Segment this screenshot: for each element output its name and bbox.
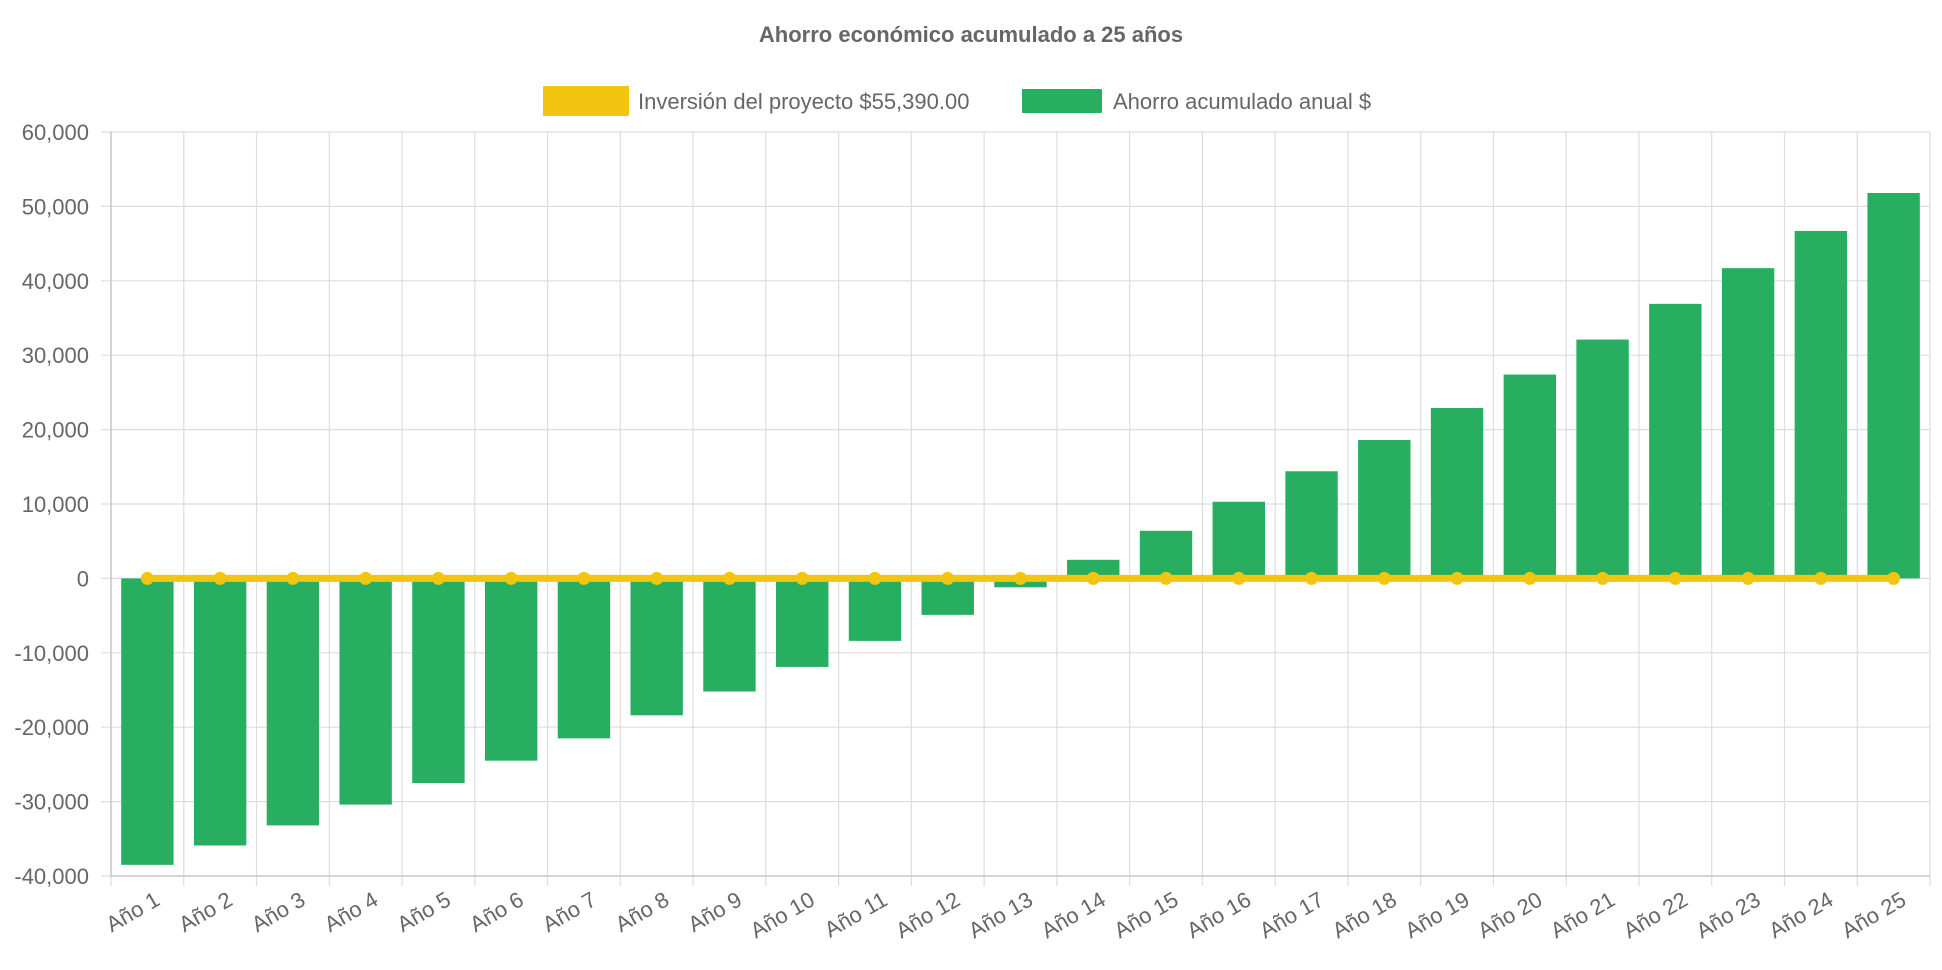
y-tick-label: 40,000 xyxy=(22,269,89,294)
investment-point-19[interactable] xyxy=(1450,571,1464,585)
savings-bar-17[interactable] xyxy=(1285,471,1338,579)
y-tick-label: 20,000 xyxy=(22,418,89,443)
investment-point-9[interactable] xyxy=(722,571,736,585)
investment-point-20[interactable] xyxy=(1523,571,1537,585)
x-tick-label: Año 18 xyxy=(1328,887,1401,944)
y-tick-label: 10,000 xyxy=(22,492,89,517)
savings-bar-14[interactable] xyxy=(1067,559,1120,579)
y-tick-label: -40,000 xyxy=(14,864,89,889)
chart-legend: Inversión del proyecto $55,390.00 Ahorro… xyxy=(543,86,1371,116)
savings-bar-24[interactable] xyxy=(1794,230,1848,579)
x-tick-label: Año 7 xyxy=(538,887,600,937)
x-tick-label: Año 6 xyxy=(465,887,527,937)
legend-swatch-investment[interactable] xyxy=(543,86,629,116)
savings-bar-19[interactable] xyxy=(1430,408,1484,579)
savings-bar-25[interactable] xyxy=(1867,193,1920,579)
y-tick-label: -10,000 xyxy=(14,641,89,666)
savings-bar-3[interactable] xyxy=(266,578,320,826)
x-tick-label: Año 8 xyxy=(611,887,673,937)
investment-point-12[interactable] xyxy=(941,571,955,585)
savings-bar-18[interactable] xyxy=(1358,440,1411,579)
investment-point-5[interactable] xyxy=(431,571,445,585)
savings-bar-23[interactable] xyxy=(1721,268,1775,579)
legend-label-investment[interactable]: Inversión del proyecto $55,390.00 xyxy=(638,89,969,114)
x-tick-label: Año 3 xyxy=(247,887,309,937)
x-tick-label: Año 22 xyxy=(1619,887,1692,944)
savings-bar-4[interactable] xyxy=(339,578,392,805)
chart-title: Ahorro económico acumulado a 25 años xyxy=(759,22,1183,47)
savings-bar-2[interactable] xyxy=(193,578,247,846)
savings-bar-9[interactable] xyxy=(703,578,756,692)
x-tick-label: Año 20 xyxy=(1473,887,1546,944)
investment-point-1[interactable] xyxy=(140,571,154,585)
investment-point-22[interactable] xyxy=(1668,571,1682,585)
x-tick-label: Año 16 xyxy=(1182,887,1255,944)
savings-bar-8[interactable] xyxy=(630,578,683,716)
investment-point-14[interactable] xyxy=(1086,571,1100,585)
investment-point-21[interactable] xyxy=(1596,571,1610,585)
savings-bar-21[interactable] xyxy=(1576,339,1629,579)
investment-point-18[interactable] xyxy=(1377,571,1391,585)
y-tick-label: -30,000 xyxy=(14,790,89,815)
axes xyxy=(110,132,1930,877)
x-axis-tick-labels: Año 1 Año 2 Año 3 Año 4 Año 5 Año 6 Año 7 Año 8… xyxy=(102,887,1911,944)
x-tick-label: Año 21 xyxy=(1546,887,1619,944)
investment-point-3[interactable] xyxy=(286,571,300,585)
savings-bar-6[interactable] xyxy=(484,578,538,761)
investment-point-15[interactable] xyxy=(1159,571,1173,585)
savings-bar-15[interactable] xyxy=(1139,530,1193,579)
investment-point-2[interactable] xyxy=(213,571,227,585)
savings-bar-22[interactable] xyxy=(1649,303,1702,579)
y-axis-tick-labels: 60,000 50,000 40,000 30,000 20,000 10,000 0 -10… xyxy=(14,120,89,889)
x-tick-label: Año 15 xyxy=(1110,887,1183,944)
investment-point-4[interactable] xyxy=(359,571,373,585)
investment-point-16[interactable] xyxy=(1232,571,1246,585)
x-tick-label: Año 17 xyxy=(1255,887,1328,944)
x-tick-label: Año 25 xyxy=(1837,887,1910,944)
legend-swatch-savings[interactable] xyxy=(1022,89,1102,113)
x-tick-label: Año 10 xyxy=(746,887,819,944)
x-tick-label: Año 24 xyxy=(1764,887,1837,944)
x-tick-label: Año 19 xyxy=(1401,887,1474,944)
y-tick-label: -20,000 xyxy=(14,715,89,740)
x-tick-label: Año 5 xyxy=(393,887,455,937)
x-tick-label: Año 2 xyxy=(174,887,236,937)
savings-bar-5[interactable] xyxy=(412,578,465,783)
investment-point-10[interactable] xyxy=(795,571,809,585)
x-tick-label: Año 11 xyxy=(820,887,891,943)
x-tick-label: Año 9 xyxy=(684,887,746,937)
x-tick-label: Año 14 xyxy=(1037,887,1110,944)
x-tick-label: Año 12 xyxy=(891,887,964,944)
savings-bars xyxy=(121,193,1920,865)
x-tick-label: Año 23 xyxy=(1692,887,1765,944)
y-tick-label: 60,000 xyxy=(22,120,89,145)
savings-bar-16[interactable] xyxy=(1212,501,1265,579)
x-tick-label: Año 4 xyxy=(320,887,382,937)
savings-bar-1[interactable] xyxy=(121,578,174,865)
y-tick-label: 50,000 xyxy=(22,194,89,219)
savings-bar-11[interactable] xyxy=(848,578,902,641)
y-tick-label: 30,000 xyxy=(22,343,89,368)
savings-bar-7[interactable] xyxy=(557,578,611,739)
legend-label-savings[interactable]: Ahorro acumulado anual $ xyxy=(1113,89,1371,114)
investment-point-13[interactable] xyxy=(1014,571,1027,585)
investment-point-25[interactable] xyxy=(1887,571,1901,585)
investment-point-11[interactable] xyxy=(868,571,882,585)
x-tick-label: Año 1 xyxy=(102,887,164,937)
investment-point-7[interactable] xyxy=(577,571,591,585)
savings-bar-10[interactable] xyxy=(776,578,829,667)
investment-point-23[interactable] xyxy=(1741,571,1755,585)
investment-line xyxy=(140,571,1901,585)
investment-point-17[interactable] xyxy=(1305,571,1319,585)
investment-point-8[interactable] xyxy=(650,571,664,585)
investment-point-6[interactable] xyxy=(504,571,518,585)
y-tick-label: 0 xyxy=(77,566,89,591)
investment-point-24[interactable] xyxy=(1814,571,1828,585)
savings-bar-20[interactable] xyxy=(1503,374,1557,579)
x-tick-label: Año 13 xyxy=(964,887,1037,944)
